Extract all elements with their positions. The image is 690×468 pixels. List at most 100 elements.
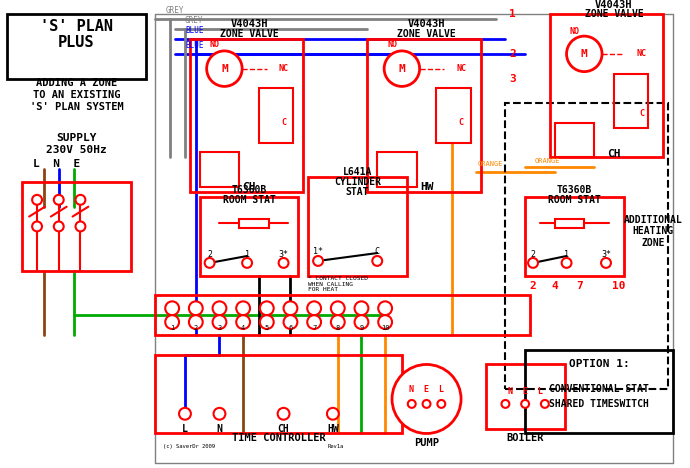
- Circle shape: [236, 315, 250, 329]
- Bar: [259, 88, 293, 143]
- Text: 4: 4: [551, 281, 558, 291]
- Text: NO: NO: [569, 27, 580, 36]
- Text: 7: 7: [576, 281, 583, 291]
- Text: ORANGE: ORANGE: [535, 158, 560, 164]
- Text: 4: 4: [241, 325, 245, 331]
- Text: STAT: STAT: [346, 187, 369, 197]
- Text: 3*: 3*: [279, 249, 288, 258]
- Text: NC: NC: [456, 64, 466, 73]
- Text: 1: 1: [564, 249, 569, 258]
- Text: 8: 8: [335, 325, 340, 331]
- Text: N: N: [217, 424, 222, 433]
- Circle shape: [260, 301, 274, 315]
- Text: ORANGE: ORANGE: [477, 161, 503, 167]
- Text: OPTION 1:: OPTION 1:: [569, 359, 629, 369]
- Text: HW: HW: [420, 182, 433, 192]
- Text: ROOM STAT: ROOM STAT: [223, 195, 275, 205]
- Circle shape: [277, 408, 290, 420]
- Circle shape: [189, 315, 203, 329]
- Text: 2: 2: [530, 281, 536, 291]
- Circle shape: [408, 400, 415, 408]
- Circle shape: [307, 315, 321, 329]
- Circle shape: [236, 301, 250, 315]
- Circle shape: [284, 301, 297, 315]
- Circle shape: [32, 195, 42, 205]
- Text: BLUE: BLUE: [185, 41, 204, 50]
- Text: M: M: [399, 64, 405, 73]
- Circle shape: [355, 315, 368, 329]
- Circle shape: [213, 315, 226, 329]
- Bar: [239, 219, 269, 228]
- Circle shape: [528, 258, 538, 268]
- Bar: [614, 73, 649, 128]
- Circle shape: [378, 315, 392, 329]
- Text: 230V 50Hz: 230V 50Hz: [46, 146, 107, 155]
- Circle shape: [54, 221, 63, 231]
- Text: 6: 6: [288, 325, 293, 331]
- Bar: [525, 197, 624, 276]
- Text: SUPPLY: SUPPLY: [57, 133, 97, 143]
- Bar: [199, 197, 298, 276]
- Bar: [525, 350, 673, 433]
- Text: T6360B: T6360B: [231, 185, 266, 195]
- Circle shape: [179, 408, 191, 420]
- Circle shape: [313, 256, 323, 266]
- Text: 5: 5: [265, 325, 269, 331]
- Text: 1: 1: [509, 9, 515, 20]
- Text: 2: 2: [207, 249, 212, 258]
- Circle shape: [384, 51, 420, 87]
- Circle shape: [373, 256, 382, 266]
- Text: 2: 2: [531, 249, 535, 258]
- Circle shape: [214, 408, 226, 420]
- Text: C: C: [459, 118, 464, 127]
- Text: CYLINDER: CYLINDER: [334, 177, 381, 187]
- Bar: [436, 88, 471, 143]
- Text: L  N  E: L N E: [33, 159, 81, 169]
- Text: NC: NC: [279, 64, 288, 73]
- Circle shape: [284, 315, 297, 329]
- Circle shape: [165, 315, 179, 329]
- Text: ADDING A ZONE: ADDING A ZONE: [36, 79, 117, 88]
- Bar: [555, 219, 584, 228]
- Circle shape: [32, 221, 42, 231]
- Text: GREY: GREY: [165, 7, 184, 15]
- Circle shape: [331, 301, 345, 315]
- Text: GREY: GREY: [185, 16, 204, 25]
- Bar: [190, 39, 304, 192]
- Text: 9: 9: [359, 325, 364, 331]
- Circle shape: [54, 195, 63, 205]
- Text: NC: NC: [636, 49, 647, 58]
- Bar: [155, 295, 530, 335]
- Text: L: L: [182, 424, 188, 433]
- Circle shape: [392, 365, 461, 433]
- Bar: [199, 153, 239, 187]
- Circle shape: [75, 221, 86, 231]
- Bar: [22, 182, 130, 271]
- Text: 1: 1: [170, 325, 175, 331]
- Text: CH: CH: [607, 149, 620, 160]
- Text: 'S' PLAN SYSTEM: 'S' PLAN SYSTEM: [30, 102, 124, 112]
- Circle shape: [165, 301, 179, 315]
- Circle shape: [205, 258, 215, 268]
- Text: C: C: [639, 109, 644, 117]
- Circle shape: [355, 301, 368, 315]
- Text: V4043H: V4043H: [595, 0, 633, 9]
- Text: BOILER: BOILER: [506, 433, 544, 443]
- Bar: [308, 177, 407, 276]
- Circle shape: [189, 301, 203, 315]
- Text: CONVENTIONAL STAT: CONVENTIONAL STAT: [549, 384, 649, 394]
- Circle shape: [502, 400, 509, 408]
- Bar: [550, 15, 663, 157]
- Bar: [377, 153, 417, 187]
- Text: ROOM STAT: ROOM STAT: [548, 195, 601, 205]
- Text: C: C: [281, 118, 286, 127]
- Circle shape: [206, 51, 242, 87]
- Bar: [155, 355, 402, 433]
- Circle shape: [331, 315, 345, 329]
- Text: ADDITIONAL
HEATING
ZONE: ADDITIONAL HEATING ZONE: [624, 215, 682, 248]
- Text: PLUS: PLUS: [58, 35, 95, 50]
- Text: HW: HW: [327, 424, 339, 433]
- Circle shape: [327, 408, 339, 420]
- Bar: [486, 365, 564, 429]
- Text: PUMP: PUMP: [414, 439, 439, 448]
